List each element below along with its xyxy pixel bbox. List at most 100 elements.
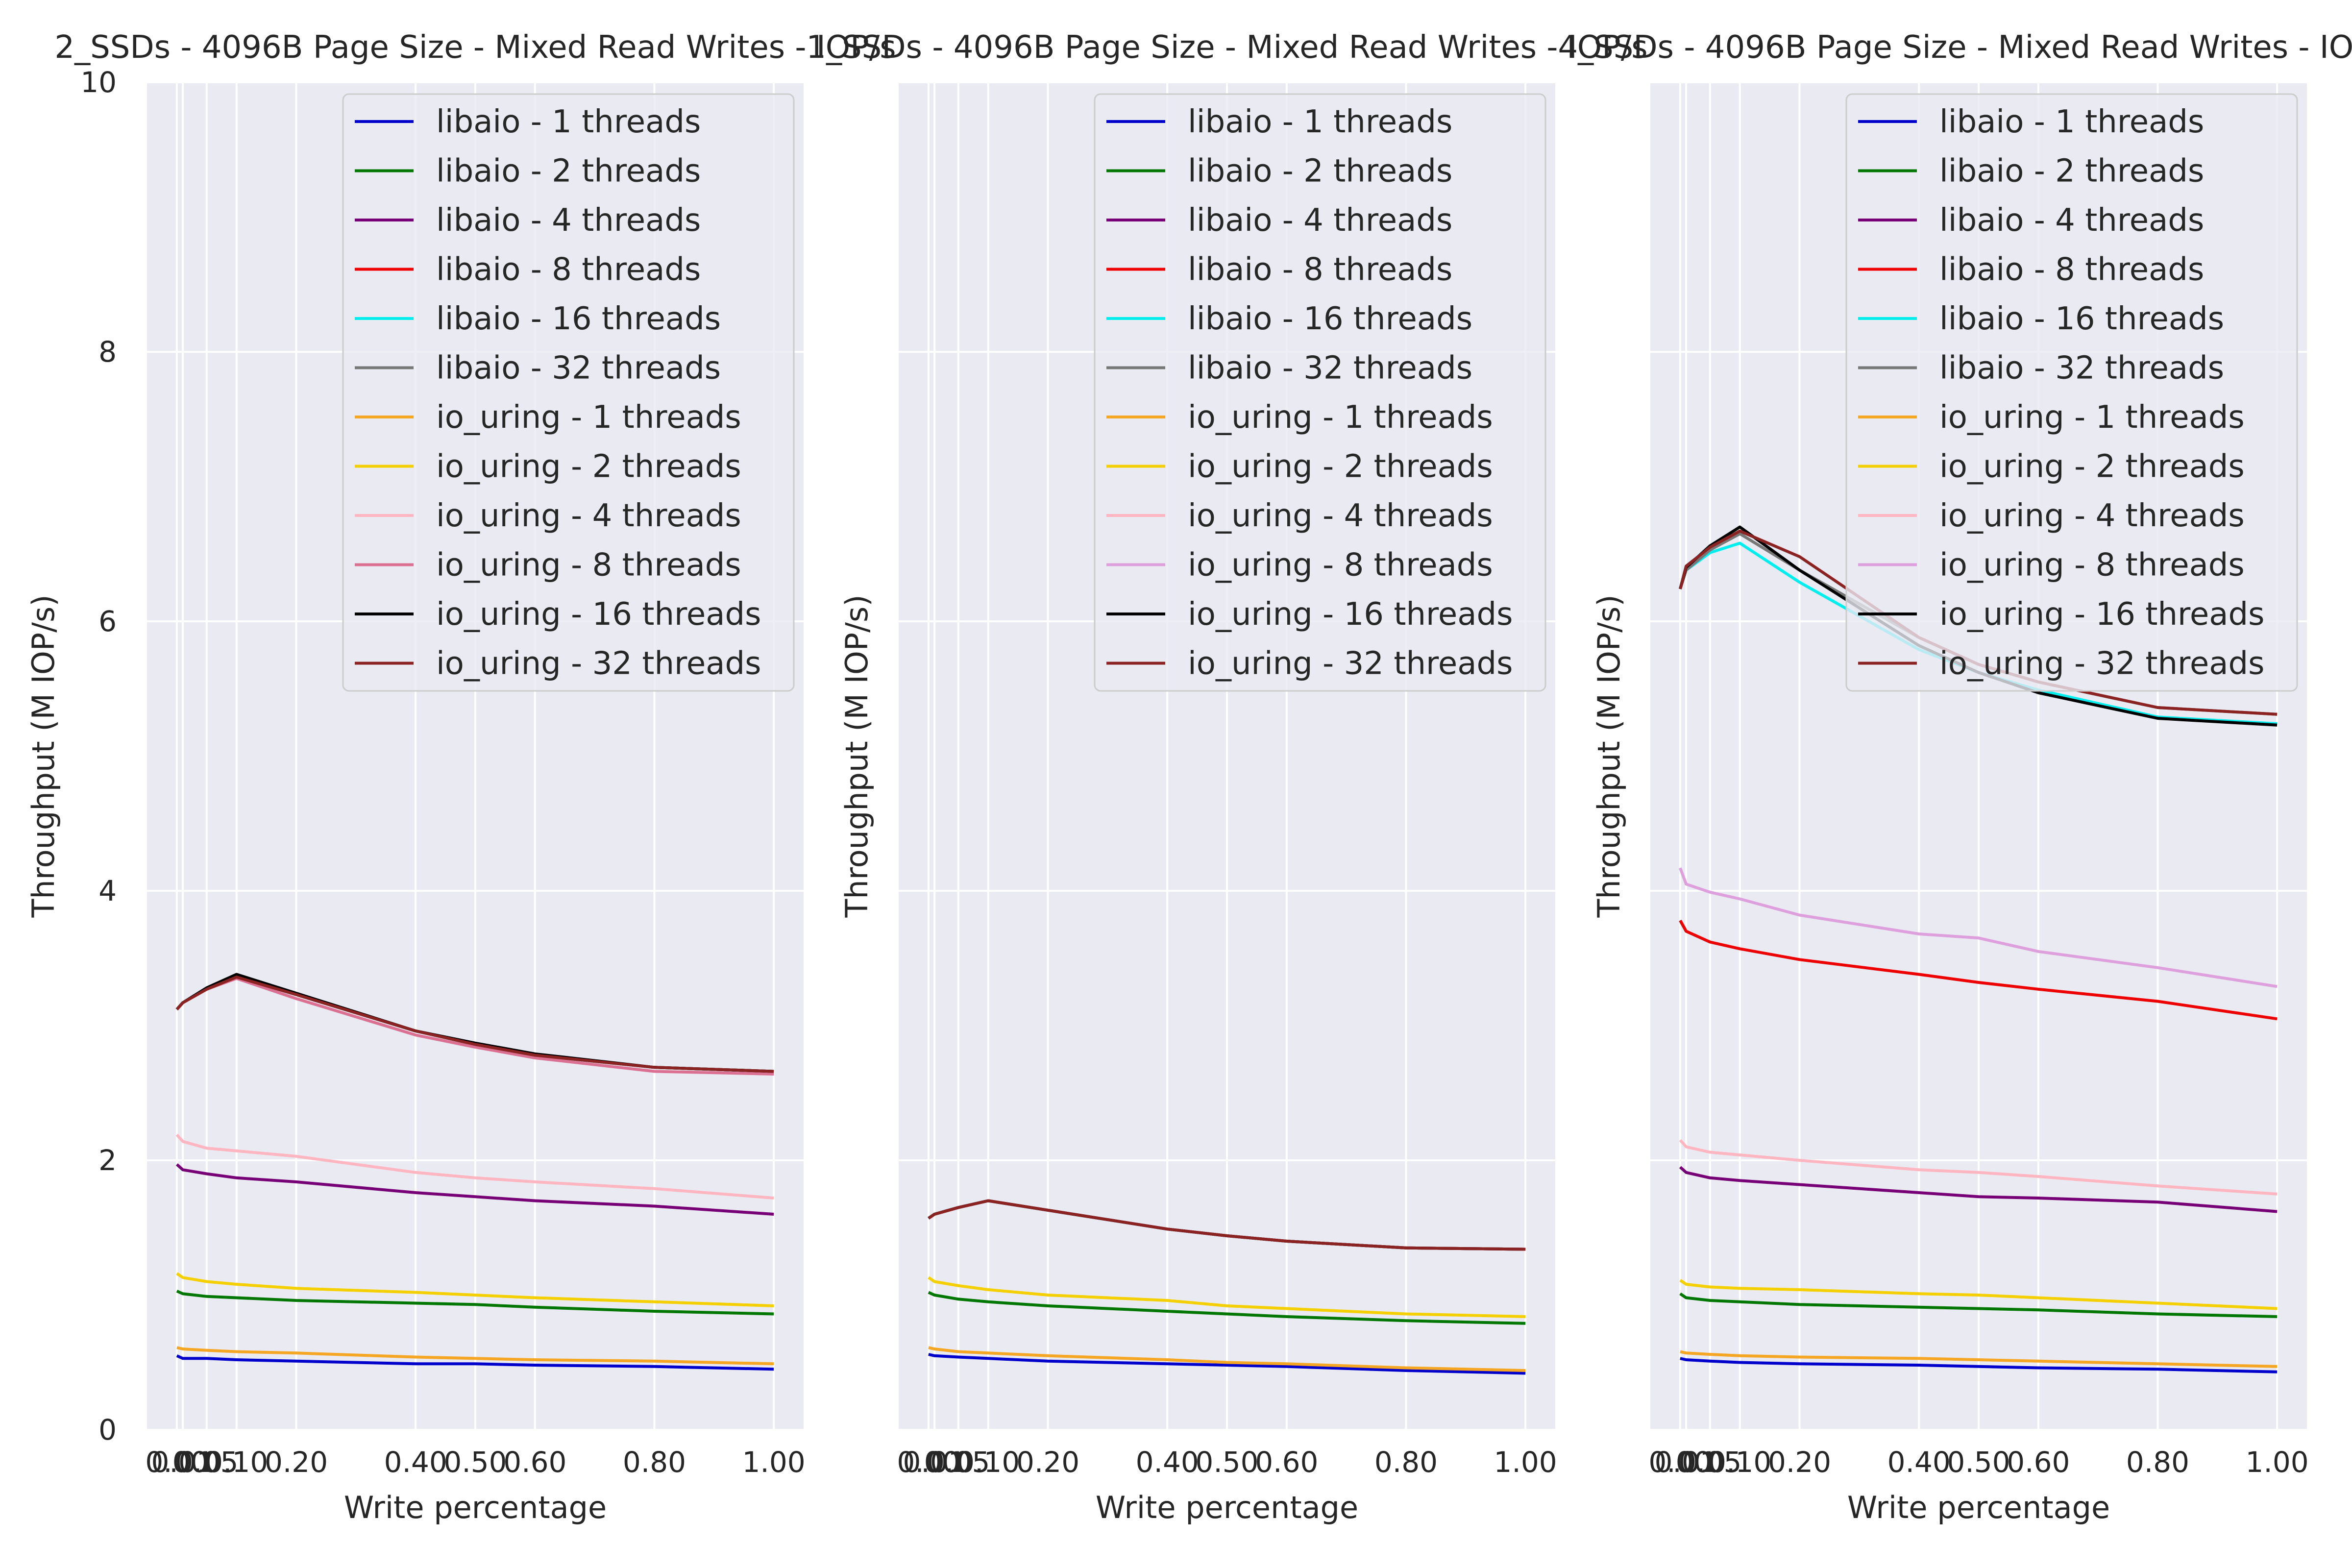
legend-entry: io_uring - 16 threads <box>1188 596 1513 633</box>
series-line-7 <box>1680 1350 2278 1368</box>
legend-entry: io_uring - 16 threads <box>1939 596 2264 633</box>
y-axis-label: Throughput (M IOP/s) <box>25 594 61 918</box>
x-tick-label: 1.00 <box>1494 1446 1557 1479</box>
chart-panel-2: 0.000.010.050.100.20 0.400.500.60 0.80 1.00… <box>839 81 1557 1525</box>
legend-entry: libaio - 1 threads <box>1939 104 2204 140</box>
x-tick-label: 0.40 <box>1887 1446 1951 1479</box>
y-tick-label: 2 <box>98 1144 117 1177</box>
y-tick-label: 8 <box>98 335 117 368</box>
legend-entry: io_uring - 4 threads <box>436 498 741 534</box>
legend-box <box>342 93 795 692</box>
y-axis-label: Throughput (M IOP/s) <box>1591 594 1627 918</box>
x-tick-label: 0.60 <box>2007 1446 2070 1479</box>
series-line-7 <box>928 1346 1526 1372</box>
legend-entry: libaio - 2 threads <box>1188 153 1452 190</box>
x-tick-label: 0.80 <box>1374 1446 1438 1479</box>
legend: libaio - 1 threads libaio - 2 threads liba… <box>1845 93 2298 692</box>
x-tick-label: 0.50 <box>443 1446 507 1479</box>
series-line-10 <box>1679 867 2278 988</box>
x-tick-label: 1.00 <box>2246 1446 2309 1479</box>
series-line-8 <box>928 1276 1526 1318</box>
legend-entry: io_uring - 2 threads <box>1188 449 1493 485</box>
x-tick-label: 0.50 <box>1195 1446 1258 1479</box>
x-tick-label: 0.00 <box>1648 1446 1712 1479</box>
x-tick-label: 0.05 <box>1678 1446 1741 1479</box>
x-tick-label: 1.00 <box>742 1446 806 1479</box>
legend-entry: libaio - 1 threads <box>436 104 701 140</box>
legend-entry: io_uring - 16 threads <box>436 596 761 633</box>
y-tick-label: 0 <box>98 1413 117 1446</box>
x-tick-label: 0.05 <box>927 1446 990 1479</box>
x-tick-label: 0.01 <box>151 1446 215 1479</box>
legend-entry: libaio - 8 threads <box>436 252 701 288</box>
legend-entry: io_uring - 1 threads <box>1188 399 1493 436</box>
x-tick-label: 0.60 <box>503 1446 566 1479</box>
legend-entry: libaio - 32 threads <box>436 350 721 387</box>
legend-entry: io_uring - 32 threads <box>1188 646 1513 682</box>
x-axis-label: Write percentage <box>344 1490 607 1525</box>
legend-entry: libaio - 16 threads <box>1939 301 2224 337</box>
legend-entry: io_uring - 2 threads <box>436 449 741 485</box>
y-tick-label: 4 <box>98 874 117 907</box>
y-tick-label: 6 <box>98 605 117 638</box>
y-tick-label: 10 <box>80 66 117 99</box>
series-line-9 <box>175 1133 774 1200</box>
series-line-12 <box>928 1199 1526 1251</box>
series-line-1 <box>176 1354 774 1371</box>
legend-entry: io_uring - 1 threads <box>436 399 741 436</box>
legend: libaio - 1 threads libaio - 2 threads liba… <box>1094 93 1546 692</box>
x-tick-label: 0.60 <box>1255 1446 1318 1479</box>
legend-entry: io_uring - 4 threads <box>1939 498 2245 534</box>
x-tick-label: 0.01 <box>903 1446 966 1479</box>
series-line-2 <box>928 1291 1526 1325</box>
legend-entry: libaio - 1 threads <box>1188 104 1452 140</box>
x-tick-label: 0.00 <box>145 1446 208 1479</box>
series-line-1 <box>1680 1357 2278 1373</box>
legend-entry: libaio - 32 threads <box>1939 350 2224 387</box>
legend-entry: libaio - 16 threads <box>436 301 721 337</box>
x-tick-label: 0.20 <box>1768 1446 1831 1479</box>
legend-entry: io_uring - 8 threads <box>436 547 741 584</box>
x-tick-label: 0.00 <box>897 1446 960 1479</box>
legend-entry: libaio - 16 threads <box>1188 301 1472 337</box>
x-tick-label: 0.40 <box>1136 1446 1199 1479</box>
legend-entry: io_uring - 2 threads <box>1939 449 2245 485</box>
series-line-8 <box>1679 1279 2278 1310</box>
x-tick-label: 0.20 <box>1016 1446 1079 1479</box>
series-line-12 <box>175 976 774 1073</box>
legend-entry: io_uring - 4 threads <box>1188 498 1493 534</box>
series-line-9 <box>1679 1139 2278 1196</box>
x-tick-label: 0.01 <box>1655 1446 1718 1479</box>
x-tick-label: 0.05 <box>175 1446 238 1479</box>
series-line-1 <box>928 1353 1526 1375</box>
x-tick-label: 0.10 <box>1708 1446 1771 1479</box>
legend-box <box>1094 93 1546 692</box>
legend-entry: libaio - 2 threads <box>1939 153 2204 190</box>
series-line-8 <box>176 1272 774 1307</box>
legend-entry: libaio - 32 threads <box>1188 350 1472 387</box>
legend-entry: libaio - 2 threads <box>436 153 701 190</box>
x-tick-label: 0.10 <box>205 1446 268 1479</box>
legend-entry: libaio - 4 threads <box>436 202 701 239</box>
x-tick-label: 0.50 <box>1947 1446 2010 1479</box>
legend-entry: io_uring - 32 threads <box>1939 646 2264 682</box>
legend-entry: io_uring - 32 threads <box>436 646 761 682</box>
x-tick-label: 0.80 <box>623 1446 686 1479</box>
series-line-3 <box>175 1163 774 1216</box>
legend-entry: io_uring - 8 threads <box>1939 547 2245 584</box>
series-line-2 <box>176 1290 774 1316</box>
legend: libaio - 1 threads libaio - 2 threads liba… <box>342 93 795 692</box>
x-tick-label: 0.40 <box>384 1446 447 1479</box>
legend-entry: io_uring - 8 threads <box>1188 547 1493 584</box>
x-axis-label: Write percentage <box>1096 1490 1358 1525</box>
legend-entry: libaio - 4 threads <box>1939 202 2204 239</box>
legend-entry: libaio - 4 threads <box>1188 202 1452 239</box>
chart-panel-1: 0.000.010.050.100.20 0.400.500.60 0.80 1.00… <box>25 66 806 1525</box>
series-line-7 <box>176 1346 774 1366</box>
chart-title-3: 4_SSDs - 4096B Page Size - Mixed Read Wr… <box>1558 29 2352 66</box>
chart-title-1: 2_SSDs - 4096B Page Size - Mixed Read Wr… <box>54 29 896 66</box>
legend-entry: io_uring - 1 threads <box>1939 399 2245 436</box>
x-tick-label: 0.10 <box>956 1446 1020 1479</box>
series-line-3 <box>1679 1166 2278 1213</box>
